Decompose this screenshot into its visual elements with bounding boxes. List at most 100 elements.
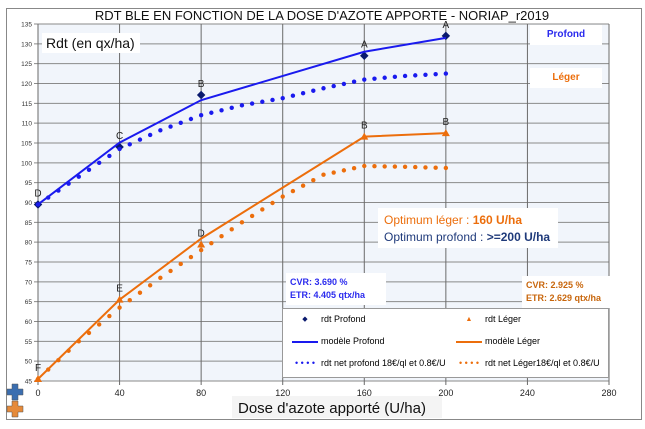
dot-rdt-net-profond-ql-et-u xyxy=(311,88,316,93)
dot-rdt-net-profond-ql-et-u xyxy=(249,101,255,106)
plus-orange-icon xyxy=(6,400,24,418)
dot-rdt-net-l-ger-ql-et-u xyxy=(188,254,194,260)
dot-rdt-net-l-ger-ql-et-u xyxy=(402,164,408,169)
dot-rdt-net-profond-ql-et-u xyxy=(351,79,357,84)
dot-rdt-net-profond-ql-et-u xyxy=(107,153,112,159)
y-tick-label: 90 xyxy=(25,200,33,207)
y-tick-label: 130 xyxy=(21,41,32,48)
dot-rdt-net-profond-ql-et-u xyxy=(280,95,285,101)
dot-rdt-net-profond-ql-et-u xyxy=(45,195,51,200)
dot-rdt-net-profond-ql-et-u xyxy=(443,71,449,76)
dot-rdt-net-l-ger-ql-et-u xyxy=(219,234,224,239)
dot-rdt-net-l-ger-ql-et-u xyxy=(270,200,275,206)
dot-rdt-net-l-ger-ql-et-u xyxy=(260,207,265,212)
dot-rdt-net-l-ger-ql-et-u xyxy=(117,305,122,310)
profond-etr: ETR: 4.405 qtx/ha xyxy=(290,290,366,300)
profond-cvr: CVR: 3.690 % xyxy=(290,277,348,287)
leger-tag: Léger xyxy=(530,68,602,88)
chart-frame xyxy=(6,8,642,420)
point-rdt-l-ger xyxy=(197,240,206,248)
point-label: B xyxy=(443,117,450,128)
legend-marker: ▲ xyxy=(465,316,473,323)
dot-rdt-net-profond-ql-et-u xyxy=(402,73,408,79)
point-label: C xyxy=(116,131,123,142)
leger-etr: ETR: 2.629 qtx/ha xyxy=(526,293,602,303)
legend-label: modèle Léger xyxy=(485,336,541,346)
legend-label: modèle Profond xyxy=(321,336,385,346)
dot-rdt-net-profond-ql-et-u xyxy=(158,128,163,133)
dot-rdt-net-profond-ql-et-u xyxy=(188,116,194,122)
dot-rdt-net-l-ger-ql-et-u xyxy=(423,165,428,170)
profond-tag: Profond xyxy=(530,25,602,45)
dot-rdt-net-profond-ql-et-u xyxy=(372,76,377,81)
legend-marker: ◆ xyxy=(302,316,308,323)
dot-rdt-net-l-ger-ql-et-u xyxy=(382,164,387,169)
dot-rdt-net-profond-ql-et-u xyxy=(96,160,102,166)
dot-rdt-net-l-ger-ql-et-u xyxy=(137,290,143,295)
dot-rdt-net-l-ger-ql-et-u xyxy=(158,275,163,281)
dot-rdt-net-profond-ql-et-u xyxy=(66,181,71,186)
dot-rdt-net-l-ger-ql-et-u xyxy=(280,194,285,199)
y-tick-label: 115 xyxy=(22,101,33,108)
point-rdt-profond xyxy=(360,51,369,60)
y-tick-label: 105 xyxy=(21,141,32,148)
dot-rdt-net-l-ger-ql-et-u xyxy=(127,297,132,303)
y-tick-label: 135 xyxy=(21,22,32,29)
dot-rdt-net-profond-ql-et-u xyxy=(56,188,61,193)
dot-rdt-net-l-ger-ql-et-u xyxy=(351,165,357,171)
y-tick-label: 75 xyxy=(25,260,33,267)
dot-rdt-net-profond-ql-et-u xyxy=(229,105,234,110)
dot-rdt-net-profond-ql-et-u xyxy=(382,75,387,80)
legend: ◆ rdt Profond modèle Profond • • • • rdt net… xyxy=(282,308,609,378)
x-tick-label: 40 xyxy=(115,388,125,398)
y-tick-label: 70 xyxy=(25,279,33,286)
dot-rdt-net-l-ger-ql-et-u xyxy=(290,188,296,194)
profond-stats: CVR: 3.690 % ETR: 4.405 qtx/ha xyxy=(286,273,386,305)
dot-rdt-net-profond-ql-et-u xyxy=(168,124,173,129)
legend-label: rdt net profond 18€/ql et 0.8€/U xyxy=(321,358,446,368)
legend-label: rdt Léger xyxy=(485,314,522,324)
dot-rdt-net-l-ger-ql-et-u xyxy=(311,177,316,183)
dot-rdt-net-profond-ql-et-u xyxy=(423,72,428,77)
dot-rdt-net-l-ger-ql-et-u xyxy=(107,313,112,319)
optimum-profond-label: Optimum profond : xyxy=(384,230,487,244)
x-tick-label: 280 xyxy=(601,388,616,398)
y-tick-label: 95 xyxy=(25,180,33,187)
legend-item: modèle Léger xyxy=(455,335,540,348)
y-tick-label: 60 xyxy=(25,319,33,326)
leger-stats: CVR: 2.925 % ETR: 2.629 qtx/ha xyxy=(522,276,616,308)
dot-rdt-net-profond-ql-et-u xyxy=(300,91,306,96)
plus-blue-icon xyxy=(6,383,24,401)
dot-rdt-net-profond-ql-et-u xyxy=(392,74,398,80)
legend-label: rdt Profond xyxy=(321,314,366,324)
point-rdt-l-ger xyxy=(441,129,450,137)
y-label-bg xyxy=(42,33,140,53)
dot-rdt-net-l-ger-ql-et-u xyxy=(35,376,41,382)
dot-rdt-net-l-ger-ql-et-u xyxy=(341,168,347,173)
dot-rdt-net-l-ger-ql-et-u xyxy=(362,163,367,169)
chart-title: RDT BLE EN FONCTION DE LA DOSE D'AZOTE A… xyxy=(95,8,549,23)
point-label: D xyxy=(198,229,205,240)
legend-item: ▲ rdt Léger xyxy=(455,313,522,326)
y-tick-label: 125 xyxy=(21,61,32,68)
legend-marker xyxy=(455,335,483,348)
point-label: A xyxy=(361,40,368,51)
dot-rdt-net-l-ger-ql-et-u xyxy=(76,339,81,344)
dot-rdt-net-profond-ql-et-u xyxy=(137,137,143,142)
dot-rdt-net-profond-ql-et-u xyxy=(362,77,367,82)
dot-rdt-net-profond-ql-et-u xyxy=(117,146,122,152)
dot-rdt-net-profond-ql-et-u xyxy=(178,120,183,125)
x-axis-label: Dose d'azote apporté (U/ha) xyxy=(238,400,426,417)
dot-rdt-net-l-ger-ql-et-u xyxy=(321,172,326,177)
dot-rdt-net-l-ger-ql-et-u xyxy=(209,240,214,246)
dot-rdt-net-profond-ql-et-u xyxy=(209,110,214,115)
legend-item: • • • • rdt net profond 18€/ql et 0.8€/U xyxy=(291,357,446,370)
dot-rdt-net-profond-ql-et-u xyxy=(127,142,132,147)
line-mod-le-profond xyxy=(37,36,447,206)
dot-rdt-net-profond-ql-et-u xyxy=(413,73,418,78)
optimum-leger-value: 160 U/ha xyxy=(472,213,523,227)
x-tick-label: 0 xyxy=(35,388,40,398)
point-label: B xyxy=(361,121,368,132)
point-label: A xyxy=(443,20,450,31)
optimum-box: Optimum léger : 160 U/ha Optimum profond… xyxy=(378,208,558,248)
